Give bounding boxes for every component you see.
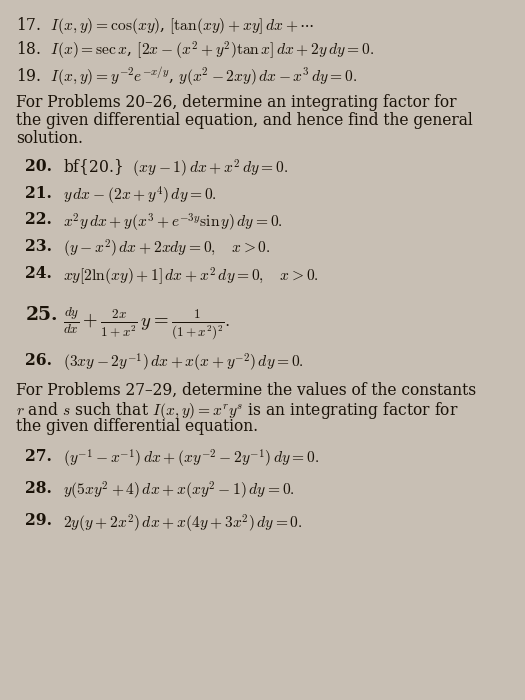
Text: 19.  $I(x, y) = y^{-2}e^{-x/y}$, $y(x^2 - 2xy)\,dx - x^3\,dy = 0.$: 19. $I(x, y) = y^{-2}e^{-x/y}$, $y(x^2 -…: [16, 65, 358, 88]
Text: 17.  $I(x, y) = \cos(xy)$, $[\tan(xy) + xy]\,dx + \cdots$: 17. $I(x, y) = \cos(xy)$, $[\tan(xy) + x…: [16, 15, 314, 36]
Text: 27.: 27.: [25, 448, 52, 465]
Text: $(3xy - 2y^{-1})\,dx + x(x + y^{-2})\,dy = 0.$: $(3xy - 2y^{-1})\,dx + x(x + y^{-2})\,dy…: [63, 352, 304, 375]
Text: $(y - x^2)\,dx + 2xdy = 0, \quad x > 0.$: $(y - x^2)\,dx + 2xdy = 0, \quad x > 0.$: [63, 238, 271, 260]
Text: solution.: solution.: [16, 130, 83, 147]
Text: $\frac{dy}{dx} + \frac{2x}{1+x^2}\,y = \frac{1}{(1+x^2)^2}.$: $\frac{dy}{dx} + \frac{2x}{1+x^2}\,y = \…: [63, 306, 230, 342]
Text: 21.: 21.: [25, 185, 52, 202]
Text: 26.: 26.: [25, 352, 52, 369]
Text: $y\,dx - (2x + y^4)\,dy = 0.$: $y\,dx - (2x + y^4)\,dy = 0.$: [63, 185, 217, 207]
Text: $r$ and $s$ such that $I(x, y) = x^r y^s$ is an integrating factor for: $r$ and $s$ such that $I(x, y) = x^r y^s…: [16, 400, 458, 421]
Text: $y(5xy^2 + 4)\,dx + x(xy^2 - 1)\,dy = 0.$: $y(5xy^2 + 4)\,dx + x(xy^2 - 1)\,dy = 0.…: [63, 480, 295, 503]
Text: 18.  $I(x) = \sec x$, $[2x-(x^2+y^2)\tan x]\,dx+2y\,dy=0.$: 18. $I(x) = \sec x$, $[2x-(x^2+y^2)\tan …: [16, 40, 374, 62]
Text: bf{20.}  $(xy - 1)\,dx + x^2\,dy = 0.$: bf{20.} $(xy - 1)\,dx + x^2\,dy = 0.$: [63, 158, 288, 181]
Text: $xy[2\ln(xy) + 1]\,dx + x^2\,dy = 0, \quad x > 0.$: $xy[2\ln(xy) + 1]\,dx + x^2\,dy = 0, \qu…: [63, 265, 319, 288]
Text: $(y^{-1} - x^{-1})\,dx + (xy^{-2} - 2y^{-1})\,dy = 0.$: $(y^{-1} - x^{-1})\,dx + (xy^{-2} - 2y^{…: [63, 448, 319, 470]
Text: 25.: 25.: [25, 306, 58, 324]
Text: $2y(y + 2x^2)\,dx + x(4y + 3x^2)\,dy = 0.$: $2y(y + 2x^2)\,dx + x(4y + 3x^2)\,dy = 0…: [63, 512, 302, 535]
Text: 20.: 20.: [25, 158, 52, 175]
Text: 24.: 24.: [25, 265, 52, 282]
Text: 28.: 28.: [25, 480, 52, 497]
Text: For Problems 20–26, determine an integrating factor for: For Problems 20–26, determine an integra…: [16, 94, 456, 111]
Text: $x^2y\,dx + y(x^3 + e^{-3y}\sin y)\,dy = 0.$: $x^2y\,dx + y(x^3 + e^{-3y}\sin y)\,dy =…: [63, 211, 283, 234]
Text: For Problems 27–29, determine the values of the constants: For Problems 27–29, determine the values…: [16, 382, 476, 398]
Text: 29.: 29.: [25, 512, 52, 529]
Text: the given differential equation, and hence find the general: the given differential equation, and hen…: [16, 112, 472, 129]
Text: 23.: 23.: [25, 238, 52, 255]
Text: the given differential equation.: the given differential equation.: [16, 418, 258, 435]
Text: 22.: 22.: [25, 211, 52, 228]
